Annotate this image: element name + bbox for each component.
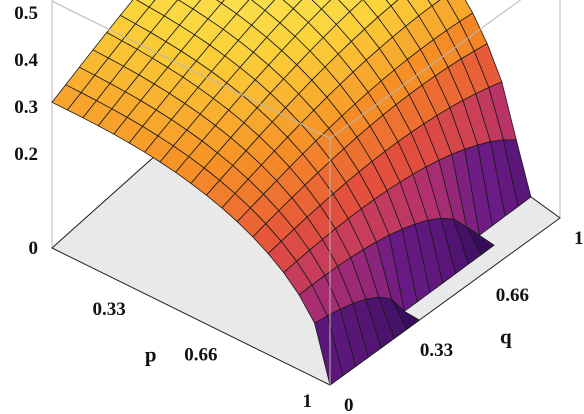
box-edge (329, 0, 522, 139)
box-front-edges (51, 0, 522, 385)
z-tick-label: 0 (29, 238, 39, 259)
x-tick-label: 1 (303, 391, 313, 412)
x-axis-label: p (145, 342, 157, 366)
z-tick-label: 0.3 (14, 97, 38, 118)
surface-patch (385, 0, 399, 7)
y-axis-label: q (500, 325, 512, 349)
tick-labels: 0 0.2 0.3 0.4 0.5 0.33 0.66 1 0 0.33 0.66 1 (14, 3, 583, 414)
y-tick-label: 0.33 (420, 340, 453, 361)
y-tick-label: 1 (574, 228, 584, 249)
surface-patch (314, 315, 344, 386)
x-tick-label: 0.33 (92, 299, 125, 320)
y-tick-label: 0.66 (496, 285, 529, 306)
x-tick-label: 0.66 (184, 344, 217, 365)
z-tick-label: 0.5 (14, 3, 38, 24)
box-edge (51, 0, 331, 139)
z-tick-label: 0.4 (14, 50, 38, 71)
y-tick-label: 0 (344, 395, 354, 414)
z-tick-label: 0.2 (14, 144, 38, 165)
surface-mesh (51, 0, 532, 386)
